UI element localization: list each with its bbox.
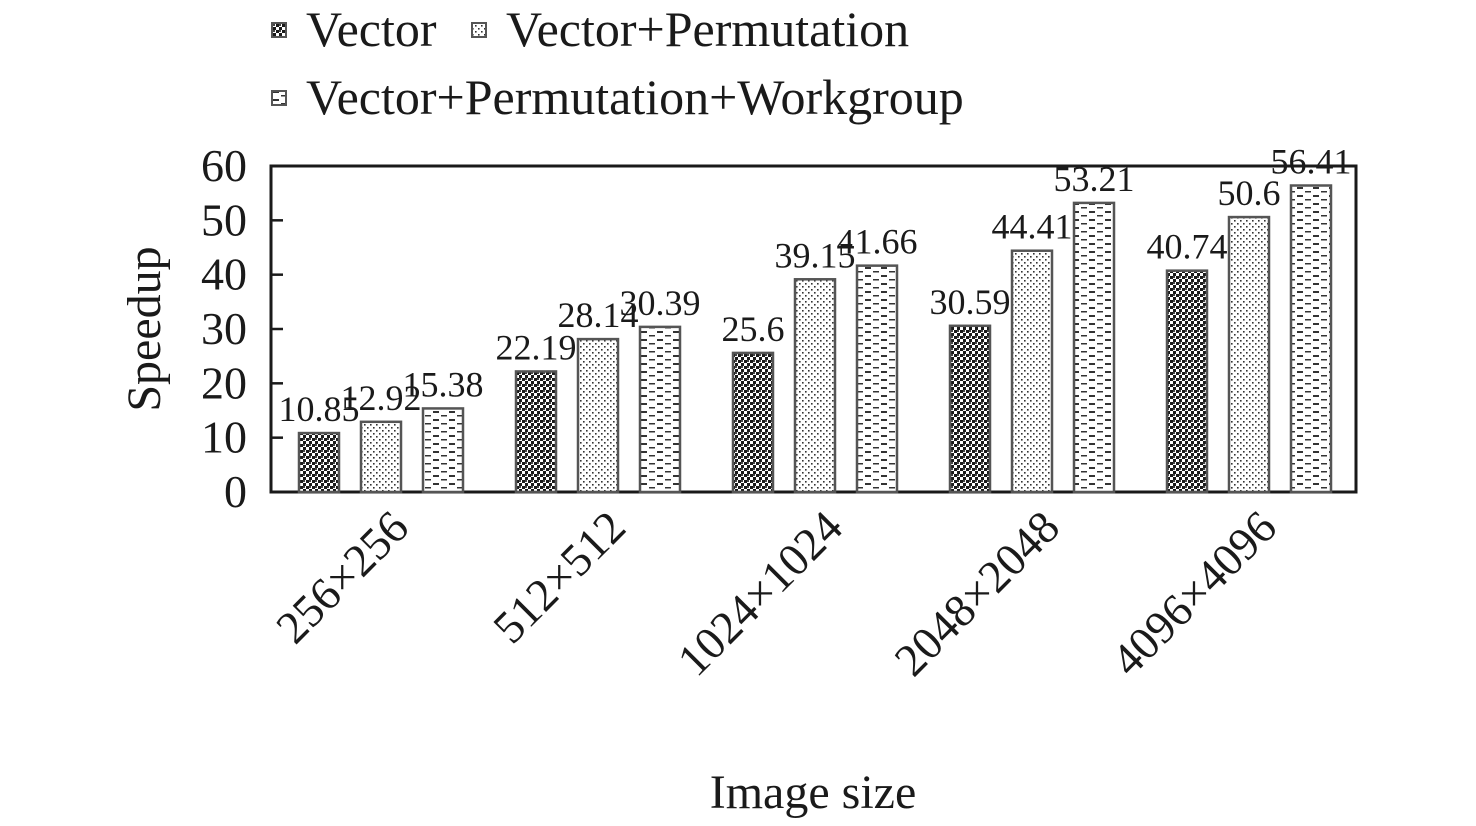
bar [638, 325, 682, 494]
data-label: 56.41 [1271, 142, 1352, 182]
bar [1227, 215, 1271, 494]
y-tick-label: 10 [201, 412, 247, 463]
legend-entry: Vector+Permutation [506, 1, 909, 57]
legend-swatch [471, 22, 487, 38]
bar [793, 278, 837, 494]
bar [731, 351, 775, 494]
bar [1165, 269, 1209, 494]
x-tick-label: 1024×1024 [668, 501, 853, 686]
y-tick-label: 20 [201, 357, 247, 408]
bar [1072, 201, 1116, 494]
legend-swatch [271, 22, 287, 38]
y-tick-label: 40 [201, 249, 247, 300]
bar [576, 337, 620, 494]
data-label: 15.38 [403, 364, 484, 404]
y-tick-label: 60 [201, 140, 247, 191]
data-label: 22.19 [496, 327, 577, 367]
data-label: 12.92 [341, 378, 422, 418]
data-label: 39.15 [775, 235, 856, 275]
data-label: 40.74 [1147, 227, 1228, 267]
x-tick-label: 4096×4096 [1102, 501, 1287, 686]
y-axis-title: Speedup [118, 246, 171, 411]
data-label: 30.59 [930, 282, 1011, 322]
data-label: 28.14 [558, 295, 639, 335]
y-tick-label: 30 [201, 303, 247, 354]
data-label: 50.6 [1218, 173, 1281, 213]
x-tick-label: 512×512 [483, 501, 635, 653]
y-tick-label: 50 [201, 194, 247, 245]
bar [855, 264, 899, 494]
bar [514, 370, 558, 494]
bar [359, 420, 403, 494]
bar [948, 324, 992, 494]
data-label: 53.21 [1054, 159, 1135, 199]
legend: Vector Vector+Permutation Vector+Permutati… [271, 1, 964, 125]
x-axis-title: Image size [710, 766, 917, 819]
data-label: 44.41 [992, 207, 1073, 247]
bar [421, 407, 465, 494]
data-label: 10.85 [279, 389, 360, 429]
legend-entry: Vector+Permutation+Workgroup [306, 69, 964, 125]
legend-swatch [271, 90, 287, 106]
legend-entry: Vector [306, 1, 437, 57]
y-tick-label: 0 [224, 466, 247, 517]
bar [1010, 249, 1054, 494]
data-label: 41.66 [837, 222, 918, 262]
data-label: 25.6 [722, 309, 785, 349]
bar [297, 431, 341, 494]
bar [1289, 184, 1333, 494]
x-tick-label: 256×256 [266, 501, 418, 653]
data-label: 30.39 [620, 283, 701, 323]
x-tick-label: 2048×2048 [885, 501, 1070, 686]
